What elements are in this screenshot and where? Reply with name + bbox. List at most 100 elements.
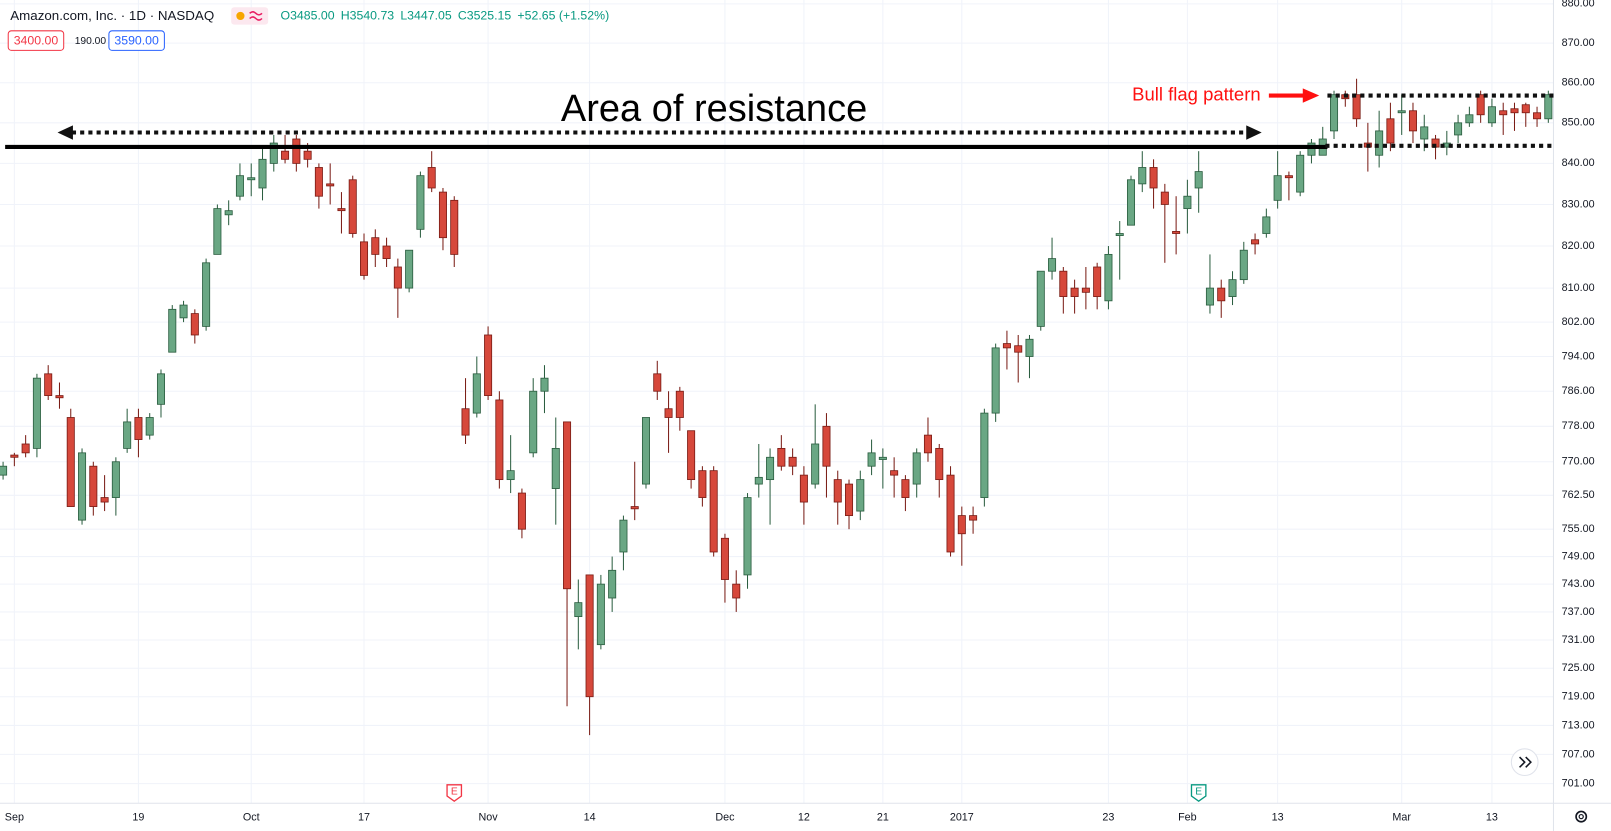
ohlc-value: O3485.00 xyxy=(280,9,334,23)
y-tick-label: 880.00 xyxy=(1562,0,1595,10)
candle-body xyxy=(1386,118,1395,144)
candle-body xyxy=(574,602,583,617)
candle-body xyxy=(630,506,639,510)
candle-body xyxy=(314,167,323,197)
candle-body xyxy=(664,408,673,418)
candle-body xyxy=(506,470,515,481)
grid xyxy=(0,0,1554,804)
candle-body xyxy=(484,334,493,397)
candle-body xyxy=(563,421,572,590)
candle-body xyxy=(235,175,244,197)
candle-body xyxy=(517,492,526,530)
status-icons xyxy=(231,7,269,25)
y-tick-label: 707.00 xyxy=(1562,748,1595,760)
ohlc-legend: O3485.00 H3540.73 L3447.05 C3525.15 +52.65 (… xyxy=(280,9,609,23)
candle-body xyxy=(675,390,684,418)
buy-button[interactable] xyxy=(108,30,165,51)
candle-body xyxy=(416,175,425,230)
y-tick-label: 737.00 xyxy=(1562,606,1595,618)
candle-body xyxy=(1126,179,1136,226)
candle-body xyxy=(1476,94,1485,116)
candles xyxy=(0,78,1553,736)
candle-body xyxy=(495,399,504,481)
candle-body xyxy=(1081,287,1090,293)
candle-body xyxy=(360,241,369,276)
candle-body xyxy=(78,452,87,521)
candle-body xyxy=(1330,94,1339,132)
x-tick-label: Oct xyxy=(243,811,260,823)
candle-body xyxy=(32,377,41,449)
candle-body xyxy=(303,150,312,160)
candle-body xyxy=(1048,258,1057,272)
candle-body xyxy=(179,304,188,319)
x-tick-label: 19 xyxy=(132,811,144,823)
candle-body xyxy=(709,470,718,553)
spread: 190.00 xyxy=(75,36,107,47)
candle-body xyxy=(1217,287,1226,302)
candle-body xyxy=(281,150,290,160)
candle-body xyxy=(111,461,120,498)
candle-body xyxy=(1138,167,1147,185)
candle-body xyxy=(1194,171,1203,189)
candle-body xyxy=(766,456,775,481)
x-tick-label: 13 xyxy=(1272,811,1284,823)
candle-body xyxy=(1262,216,1271,234)
candle-body xyxy=(371,237,380,255)
candle-body xyxy=(1251,239,1260,245)
y-tick-label: 810.00 xyxy=(1562,282,1595,294)
candle-body xyxy=(1228,279,1237,297)
candle-body xyxy=(1070,287,1079,297)
candle-body xyxy=(348,179,357,234)
x-tick-label: 17 xyxy=(358,811,370,823)
candle-body xyxy=(833,479,842,503)
settings-button[interactable] xyxy=(1575,810,1588,823)
candle-body xyxy=(66,417,75,507)
candle-body xyxy=(450,199,459,255)
candle-body xyxy=(529,390,538,454)
candle-body xyxy=(1160,191,1169,205)
candle-body xyxy=(123,421,132,449)
candle-body xyxy=(901,479,910,498)
arrow-head xyxy=(1246,125,1262,140)
ohlc-value: C3525.15 xyxy=(458,9,512,23)
candle-body xyxy=(382,245,391,260)
gear-center xyxy=(1578,813,1584,820)
resistance-label: Area of resistance xyxy=(561,88,867,130)
candle-body xyxy=(1499,110,1508,116)
candle-body xyxy=(100,497,109,503)
price-buttons: 3400.00 190.00 3590.00 xyxy=(7,30,165,51)
x-tick-label: 21 xyxy=(877,811,889,823)
candle-body xyxy=(472,373,481,414)
buy-price: 3590.00 xyxy=(114,33,159,47)
candle-body xyxy=(427,167,436,189)
event-label: E xyxy=(1195,787,1202,798)
y-tick-label: 719.00 xyxy=(1562,691,1595,703)
candle-body xyxy=(912,452,921,485)
wave-icon xyxy=(249,11,263,21)
candle-body xyxy=(1544,94,1553,120)
candle-body xyxy=(1036,270,1045,327)
candle-body xyxy=(213,208,222,255)
candle-body xyxy=(1375,130,1384,156)
y-tick-label: 701.00 xyxy=(1562,777,1595,789)
y-tick-label: 725.00 xyxy=(1562,662,1595,674)
sell-button[interactable] xyxy=(7,30,65,51)
candle-body xyxy=(957,515,966,535)
candle-body xyxy=(1420,126,1429,140)
y-tick-label: 743.00 xyxy=(1562,578,1595,590)
ohlc-value: H3540.73 xyxy=(341,9,395,23)
x-tick-label: 14 xyxy=(584,811,596,823)
candle-body xyxy=(845,483,854,517)
candle-body xyxy=(1239,249,1248,281)
candle-body xyxy=(461,408,470,436)
candle-body xyxy=(1025,338,1034,357)
candle-body xyxy=(1510,108,1519,114)
scroll-button[interactable] xyxy=(1510,748,1539,777)
gear-icon[interactable] xyxy=(1575,810,1588,823)
candle-body xyxy=(890,470,899,476)
x-tick-label: Mar xyxy=(1392,811,1411,823)
x-tick-label: Feb xyxy=(1178,811,1197,823)
candle-body xyxy=(878,456,887,460)
